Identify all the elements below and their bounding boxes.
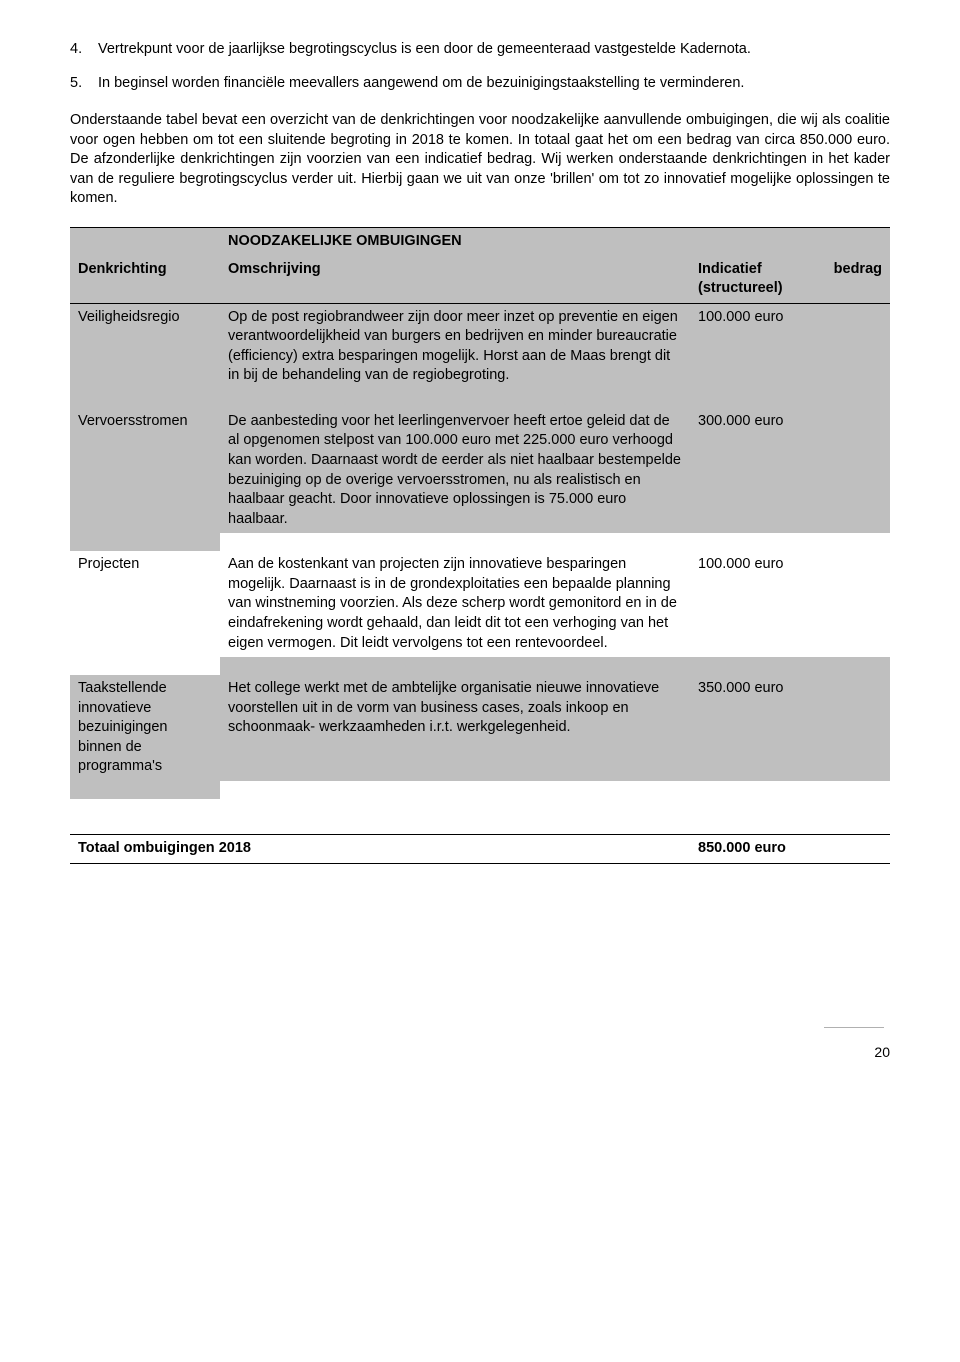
cell-bedrag: 350.000 euro (690, 675, 890, 781)
item-text: Vertrekpunt voor de jaarlijkse begroting… (98, 40, 890, 60)
cell-denkrichting: Vervoersstromen (70, 408, 220, 533)
table-row: Veiligheidsregio Op de post regiobrandwe… (70, 303, 890, 390)
header-structureel: (structureel) (698, 279, 882, 299)
table-row: Taakstellende innovatieve bezuinigingen … (70, 675, 890, 781)
cell-omschrijving: De aanbesteding voor het leerlingenvervo… (220, 408, 690, 533)
table-row: Projecten Aan de kostenkant van projecte… (70, 551, 890, 657)
header-bedrag: Indicatief bedrag (structureel) (690, 256, 890, 304)
page-number-rule (824, 1027, 884, 1028)
header-indicatief: Indicatief (698, 260, 762, 280)
cell-denkrichting: Projecten (70, 551, 220, 657)
numbered-list: 4. Vertrekpunt voor de jaarlijkse begrot… (70, 40, 890, 93)
header-bedrag-word: bedrag (834, 260, 882, 280)
cell-omschrijving: Aan de kostenkant van projecten zijn inn… (220, 551, 690, 657)
table-row: Vervoersstromen De aanbesteding voor het… (70, 408, 890, 533)
item-text: In beginsel worden financiële meevallers… (98, 74, 890, 94)
cell-omschrijving: Op de post regiobrandweer zijn door meer… (220, 303, 690, 390)
list-item: 4. Vertrekpunt voor de jaarlijkse begrot… (70, 40, 890, 60)
item-number: 5. (70, 74, 98, 94)
cell-bedrag: 300.000 euro (690, 408, 890, 533)
item-number: 4. (70, 40, 98, 60)
header-denkrichting: Denkrichting (70, 256, 220, 304)
total-value: 850.000 euro (690, 835, 890, 864)
cell-bedrag: 100.000 euro (690, 303, 890, 390)
table-title: NOODZAKELIJKE OMBUIGINGEN (220, 227, 690, 255)
page-number-value: 20 (874, 1043, 890, 1062)
ombuigingen-table: NOODZAKELIJKE OMBUIGINGEN Denkrichting O… (70, 227, 890, 864)
cell-denkrichting: Veiligheidsregio (70, 303, 220, 390)
cell-omschrijving: Het college werkt met de ambtelijke orga… (220, 675, 690, 781)
page-number: 20 (70, 1024, 890, 1062)
list-item: 5. In beginsel worden financiële meevall… (70, 74, 890, 94)
header-omschrijving: Omschrijving (220, 256, 690, 304)
cell-bedrag: 100.000 euro (690, 551, 890, 657)
cell-denkrichting: Taakstellende innovatieve bezuinigingen … (70, 675, 220, 781)
total-row: Totaal ombuigingen 2018 850.000 euro (70, 835, 890, 864)
intro-paragraph: Onderstaande tabel bevat een overzicht v… (70, 111, 890, 209)
total-label: Totaal ombuigingen 2018 (70, 835, 690, 864)
